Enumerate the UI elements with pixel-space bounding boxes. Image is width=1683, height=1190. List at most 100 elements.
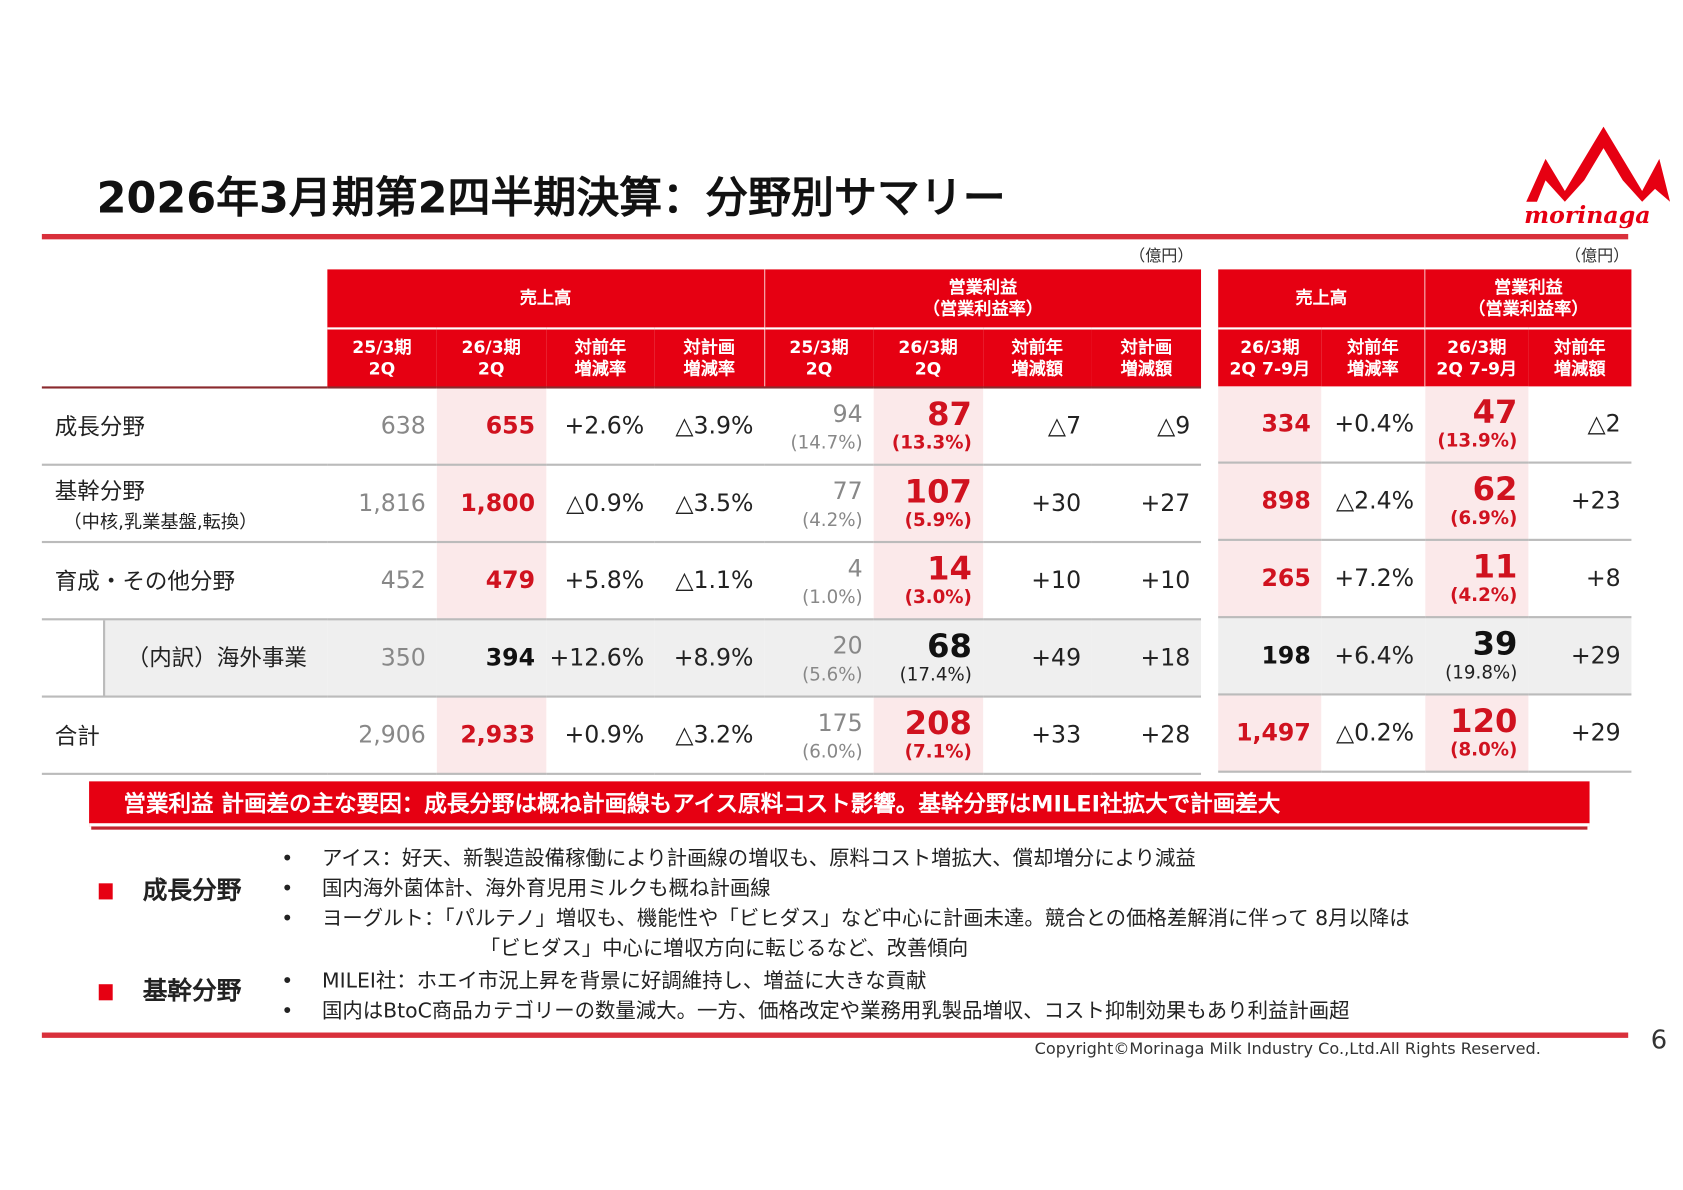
- section-label-core: 基幹分野: [98, 970, 242, 1006]
- sales-prev: 452: [327, 542, 437, 621]
- op-prev-value: 175: [817, 710, 863, 738]
- op-yoy: +33: [982, 696, 1092, 775]
- column-header-line1: 対前年: [1347, 336, 1399, 357]
- sales-yoy: +12.6%: [545, 619, 655, 698]
- column-header-line1: 対前年: [1011, 336, 1063, 357]
- sales-yoy: +0.9%: [545, 696, 655, 775]
- sales-current: 655: [436, 387, 546, 466]
- q-sales: 334: [1218, 386, 1322, 464]
- q-sales-yoy: +0.4%: [1321, 386, 1425, 464]
- q-op: 120 (8.0%): [1424, 694, 1529, 773]
- bullet-text: 「ビヒダス」中心に増収方向に転じるなど、改善傾向: [479, 936, 969, 961]
- sales-yoy: +5.8%: [545, 542, 655, 621]
- column-header: 26/3期 2Q: [873, 328, 983, 388]
- table-row: （内訳）海外事業 350 394 +12.6% +8.9% 20 (5.6%) 68 (17.4…: [41, 619, 1202, 698]
- title-divider: [41, 233, 1629, 240]
- row-label-text: 成長分野: [54, 414, 145, 441]
- q-op: 11 (4.2%): [1424, 539, 1529, 619]
- column-header-line1: 対計画: [683, 336, 736, 357]
- sales-prev: 2,906: [327, 696, 437, 775]
- bullet-text: MILEI社：ホエイ市況上昇を背景に好調維持し、増益に大きな貢献: [321, 969, 927, 993]
- header-op-profit: 営業利益 （営業利益率）: [763, 269, 1202, 330]
- q-op: 62 (6.9%): [1424, 462, 1529, 541]
- column-header-line1: 26/3期: [898, 336, 958, 357]
- column-header-line2: 2Q 7-9月: [1436, 357, 1518, 379]
- page-number: 6: [1650, 1025, 1668, 1056]
- header-q-op-profit-label: 営業利益: [1494, 276, 1563, 298]
- column-header-line2: 2Q 7-9月: [1229, 357, 1311, 379]
- header-sales: 売上高: [327, 269, 765, 330]
- q-op-rate: (13.9%): [1437, 430, 1518, 452]
- op-vs-plan: +28: [1091, 696, 1202, 775]
- op-prev-value: 4: [847, 555, 863, 583]
- sales-vs-plan: △3.2%: [654, 696, 765, 775]
- page-title: 2026年3月期第2四半期決算：分野別サマリー: [96, 173, 1006, 224]
- sales-current: 479: [436, 542, 546, 621]
- table-row: 育成・その他分野 452 479 +5.8% △1.1% 4 (1.0%) 14 (3.0%) +…: [41, 542, 1202, 621]
- q-sales: 265: [1218, 539, 1322, 619]
- op-current: 87 (13.3%): [873, 387, 983, 466]
- op-prev-value: 94: [832, 401, 863, 429]
- row-label: （内訳）海外事業: [103, 620, 328, 696]
- op-vs-plan: +10: [1091, 542, 1202, 621]
- bullet-item: • MILEI社：ホエイ市況上昇を背景に好調維持し、増益に大きな貢献: [281, 969, 927, 993]
- q-op-value: 39: [1472, 625, 1518, 664]
- bullet-item: • 国内はBtoC商品カテゴリーの数量減大。一方、価格改定や業務用乳製品増収、コス…: [281, 999, 1350, 1023]
- op-prev-rate: (6.0%): [802, 741, 863, 764]
- q-sales: 898: [1218, 462, 1322, 541]
- section-label-text: 基幹分野: [142, 977, 242, 1006]
- op-prev-rate: (4.2%): [802, 509, 863, 532]
- op-yoy: +10: [982, 542, 1092, 621]
- row-label-text: 基幹分野: [54, 478, 145, 504]
- column-header-line2: 2Q: [805, 357, 833, 379]
- bullet-text: ヨーグルト：「パルテノ」増収も、機能性や「ビヒダス」など中心に計画未達。競合との…: [321, 906, 1410, 931]
- q-op-rate: (4.2%): [1450, 584, 1518, 607]
- column-header: 対前年 増減率: [1321, 328, 1425, 387]
- column-header: 26/3期 2Q: [436, 328, 546, 388]
- op-vs-plan: +27: [1091, 464, 1202, 544]
- column-header-line1: 26/3期: [1240, 336, 1300, 357]
- bullet-item: • 国内海外菌体計、海外育児用ミルクも概ね計画線: [281, 876, 771, 901]
- sales-prev: 638: [327, 387, 437, 466]
- table-row: 合計 2,906 2,933 +0.9% △3.2% 175 (6.0%) 208 (7.1%)…: [41, 696, 1202, 775]
- op-prev: 4 (1.0%): [764, 542, 874, 621]
- square-bullet-icon: [98, 984, 113, 1001]
- sales-current: 1,800: [436, 464, 546, 544]
- column-header: 対計画 増減率: [654, 328, 765, 388]
- q-sales: 198: [1218, 617, 1322, 696]
- segment-summary-table: 売上高 営業利益 （営業利益率） 25/3期 2Q 26/3期 2Q 対前年 増減率 対計画増…: [41, 269, 1202, 775]
- q-op-rate: (19.8%): [1445, 662, 1518, 684]
- op-current: 208 (7.1%): [873, 696, 983, 775]
- q-sales-yoy: +6.4%: [1321, 617, 1425, 696]
- op-prev: 77 (4.2%): [764, 464, 874, 544]
- op-prev: 175 (6.0%): [764, 696, 874, 775]
- q-sales-yoy: △2.4%: [1321, 462, 1425, 541]
- column-header: 25/3期 2Q: [327, 328, 437, 388]
- op-prev-rate: (1.0%): [802, 587, 863, 609]
- square-bullet-icon: [98, 883, 113, 900]
- op-prev-rate: (5.6%): [802, 664, 863, 686]
- sales-current: 394: [436, 619, 546, 698]
- bullet-text: 国内海外菌体計、海外育児用ミルクも概ね計画線: [321, 876, 771, 901]
- column-header: 26/3期 2Q 7-9月: [1424, 328, 1529, 387]
- op-current-value: 68: [927, 627, 972, 666]
- column-header: 対計画 増減額: [1091, 328, 1202, 388]
- quarter-summary-table: 売上高 営業利益 （営業利益率） 26/3期 2Q 7-9月 対前年 増減率 26/3期 2…: [1218, 269, 1632, 773]
- sales-vs-plan: △3.5%: [654, 464, 765, 544]
- row-label: 基幹分野 （中核,乳業基盤,転換）: [41, 464, 328, 544]
- op-current-rate: (3.0%): [904, 587, 972, 609]
- table-row: 1,497 △0.2% 120 (8.0%) +29: [1218, 694, 1632, 773]
- column-header-line1: 26/3期: [1447, 336, 1507, 357]
- op-prev: 94 (14.7%): [764, 387, 874, 466]
- unit-label-left: （億円）: [1129, 245, 1194, 266]
- sales-prev: 350: [327, 619, 437, 698]
- q-sales: 1,497: [1218, 694, 1322, 773]
- row-label: 成長分野: [41, 387, 328, 466]
- column-header: 対前年 増減額: [982, 328, 1092, 388]
- sales-current: 2,933: [436, 696, 546, 775]
- op-prev: 20 (5.6%): [764, 619, 874, 698]
- q-sales-yoy: △0.2%: [1321, 694, 1425, 773]
- column-header-line2: 2Q: [477, 357, 505, 379]
- table-row: 334 +0.4% 47 (13.9%) △2: [1218, 386, 1632, 464]
